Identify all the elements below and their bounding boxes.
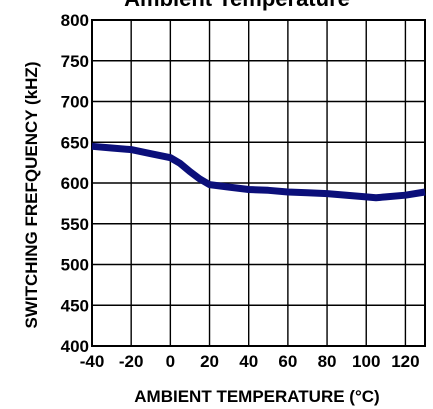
x-tick-label: -20	[119, 352, 144, 371]
x-tick-label: 120	[391, 352, 419, 371]
y-tick-label: 750	[61, 52, 89, 71]
y-axis-title: SWITCHING FREFQUENCY (kHZ)	[22, 62, 41, 329]
series-lines	[91, 142, 426, 202]
x-tick-label: 0	[166, 352, 175, 371]
y-tick-label: 700	[61, 93, 89, 112]
chart-title: Ambient Temperature	[124, 0, 350, 11]
y-grid	[92, 19, 425, 347]
series-line	[91, 142, 426, 202]
y-tick-label: 500	[61, 256, 89, 275]
plot-frame	[91, 19, 426, 347]
x-tick-label: 60	[278, 352, 297, 371]
y-tick-label: 650	[61, 133, 89, 152]
x-tick-label: 100	[352, 352, 380, 371]
x-tick-label: 40	[239, 352, 258, 371]
x-tick-labels: -40 -20 0 20 40 60 80 100 120	[80, 352, 420, 371]
y-tick-label: 550	[61, 215, 89, 234]
y-tick-label: 400	[61, 337, 89, 356]
y-tick-label: 800	[61, 11, 89, 30]
x-tick-label: 80	[318, 352, 337, 371]
x-axis-title: AMBIENT TEMPERATURE (°C)	[134, 387, 379, 406]
x-tick-label: -40	[80, 352, 105, 371]
y-tick-label: 450	[61, 296, 89, 315]
y-tick-labels: 400 450 500 550 600 650 700 750 800	[61, 11, 89, 356]
y-tick-label: 600	[61, 174, 89, 193]
x-tick-label: 20	[200, 352, 219, 371]
